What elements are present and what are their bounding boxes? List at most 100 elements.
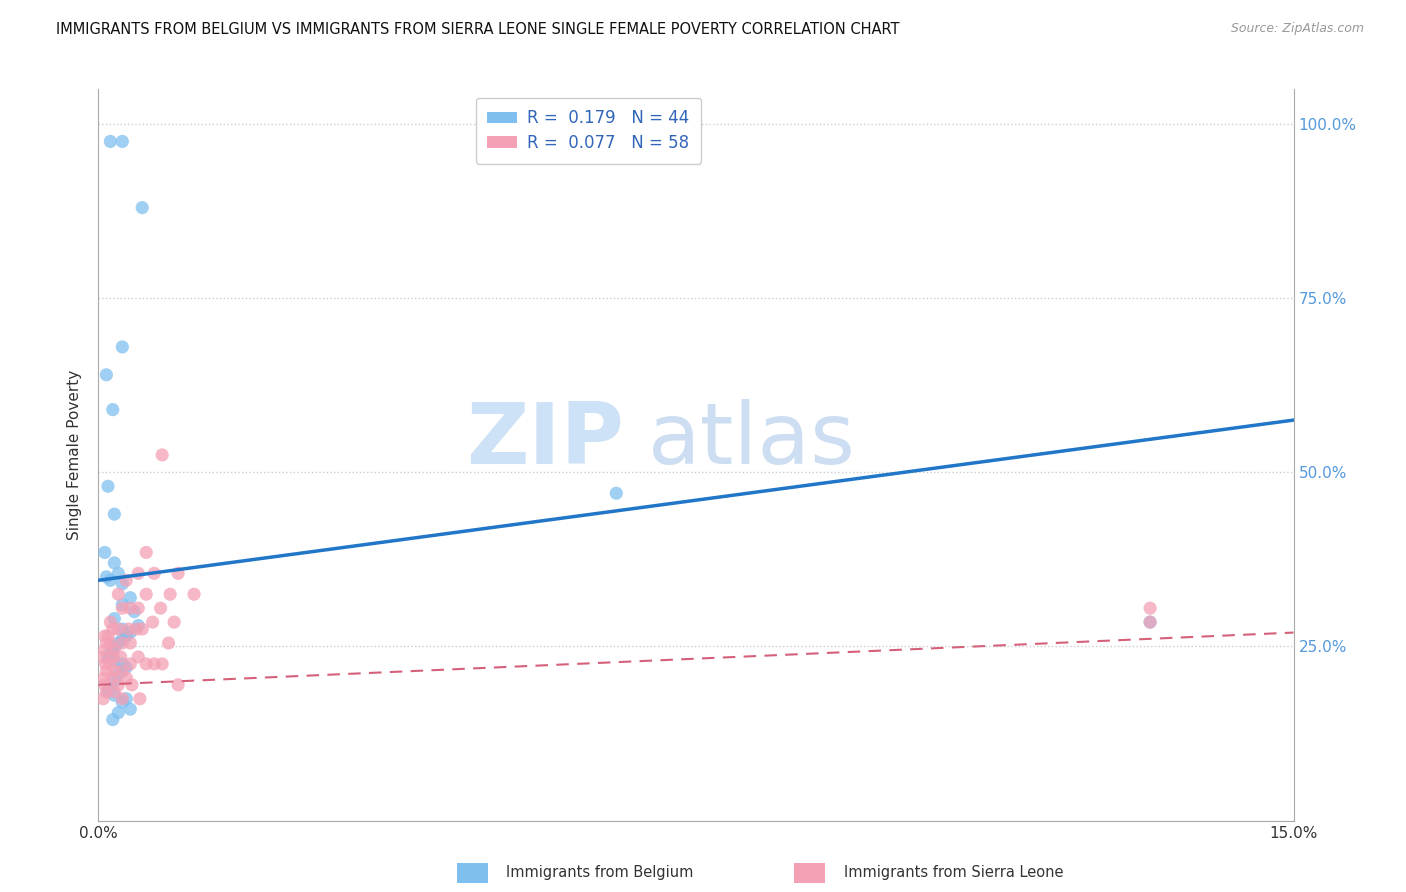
Point bbox=[103, 653, 125, 667]
Point bbox=[111, 622, 134, 636]
Point bbox=[111, 598, 134, 612]
Point bbox=[101, 713, 124, 727]
Point bbox=[120, 702, 142, 716]
Point bbox=[111, 695, 134, 709]
Point bbox=[120, 636, 142, 650]
Point bbox=[100, 657, 122, 671]
Point bbox=[163, 615, 186, 629]
Point bbox=[111, 664, 134, 678]
Point bbox=[150, 657, 173, 671]
Point bbox=[127, 601, 149, 615]
Point bbox=[103, 640, 125, 654]
Point bbox=[107, 636, 129, 650]
Point bbox=[91, 691, 114, 706]
Point bbox=[96, 570, 118, 584]
Point bbox=[118, 622, 141, 636]
Point bbox=[103, 664, 125, 678]
Point bbox=[149, 601, 172, 615]
Text: ZIP: ZIP bbox=[467, 399, 624, 482]
Point bbox=[94, 545, 117, 559]
Point bbox=[103, 612, 125, 626]
Point bbox=[100, 574, 122, 588]
Point bbox=[100, 615, 122, 629]
Point bbox=[131, 622, 153, 636]
Point bbox=[111, 135, 134, 149]
Point bbox=[110, 649, 132, 664]
Legend: R =  0.179   N = 44, R =  0.077   N = 58: R = 0.179 N = 44, R = 0.077 N = 58 bbox=[475, 97, 702, 163]
Y-axis label: Single Female Poverty: Single Female Poverty bbox=[67, 370, 83, 540]
Point bbox=[121, 678, 143, 692]
Point bbox=[107, 706, 129, 720]
Point bbox=[107, 678, 129, 692]
Point bbox=[111, 601, 134, 615]
Point bbox=[111, 340, 134, 354]
Point bbox=[135, 657, 157, 671]
Point bbox=[100, 647, 122, 661]
Point bbox=[107, 566, 129, 581]
Point bbox=[100, 135, 122, 149]
Point bbox=[159, 587, 181, 601]
Point bbox=[1139, 615, 1161, 629]
Point bbox=[157, 636, 180, 650]
Point bbox=[120, 591, 142, 605]
Point bbox=[125, 622, 148, 636]
Point bbox=[101, 622, 124, 636]
Point bbox=[128, 691, 150, 706]
Point bbox=[101, 649, 124, 664]
Point bbox=[107, 667, 129, 681]
Point bbox=[111, 691, 134, 706]
Point bbox=[96, 636, 118, 650]
Text: Immigrants from Belgium: Immigrants from Belgium bbox=[506, 865, 693, 880]
Point bbox=[111, 576, 134, 591]
Point bbox=[97, 629, 120, 643]
Text: Immigrants from Sierra Leone: Immigrants from Sierra Leone bbox=[844, 865, 1063, 880]
Point bbox=[1139, 615, 1161, 629]
Point bbox=[96, 664, 118, 678]
Point bbox=[107, 622, 129, 636]
Point bbox=[120, 601, 142, 615]
Point bbox=[115, 574, 138, 588]
Point bbox=[143, 657, 166, 671]
Point bbox=[1139, 601, 1161, 615]
Point bbox=[167, 566, 190, 581]
Point bbox=[103, 688, 125, 702]
Point bbox=[124, 605, 146, 619]
Point bbox=[135, 587, 157, 601]
Point bbox=[97, 649, 120, 664]
Point bbox=[605, 486, 627, 500]
Point bbox=[103, 674, 125, 689]
Point bbox=[94, 657, 117, 671]
Point bbox=[120, 657, 142, 671]
Point bbox=[97, 685, 120, 699]
Point bbox=[94, 678, 117, 692]
Point bbox=[96, 368, 118, 382]
Point bbox=[111, 664, 134, 678]
Point bbox=[91, 649, 114, 664]
Point bbox=[94, 643, 117, 657]
Point bbox=[111, 657, 134, 671]
Point bbox=[96, 685, 118, 699]
Point bbox=[120, 625, 142, 640]
Point bbox=[142, 615, 165, 629]
Point bbox=[101, 643, 124, 657]
Point bbox=[127, 566, 149, 581]
Point bbox=[131, 201, 153, 215]
Point bbox=[101, 402, 124, 417]
Point bbox=[103, 685, 125, 699]
Text: atlas: atlas bbox=[648, 399, 856, 482]
Point bbox=[100, 636, 122, 650]
Point bbox=[111, 632, 134, 647]
Point bbox=[94, 629, 117, 643]
Point bbox=[107, 587, 129, 601]
Point bbox=[183, 587, 205, 601]
Point bbox=[143, 566, 166, 581]
Point bbox=[127, 649, 149, 664]
Point bbox=[135, 545, 157, 559]
Point bbox=[101, 671, 124, 685]
Text: IMMIGRANTS FROM BELGIUM VS IMMIGRANTS FROM SIERRA LEONE SINGLE FEMALE POVERTY CO: IMMIGRANTS FROM BELGIUM VS IMMIGRANTS FR… bbox=[56, 22, 900, 37]
Point bbox=[100, 681, 122, 696]
Point bbox=[115, 691, 138, 706]
Text: Source: ZipAtlas.com: Source: ZipAtlas.com bbox=[1230, 22, 1364, 36]
Point bbox=[115, 660, 138, 674]
Point bbox=[167, 678, 190, 692]
